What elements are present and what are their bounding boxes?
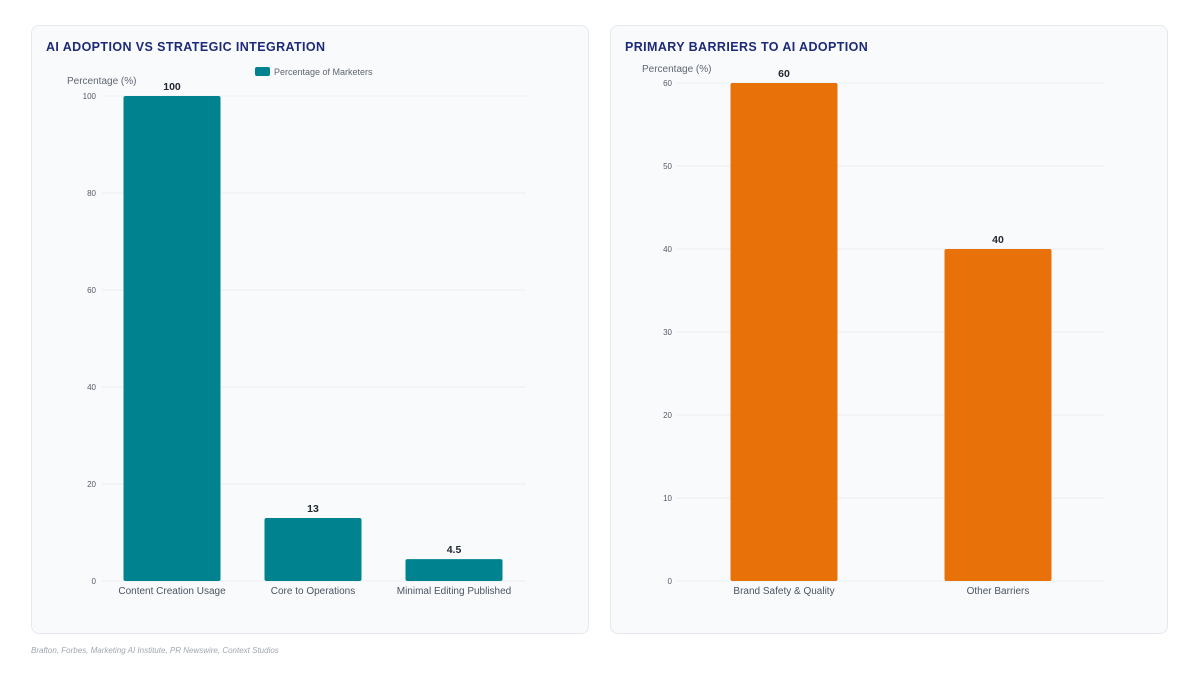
bar [405,559,503,581]
source-footer: Brafton, Forbes, Marketing AI Institute,… [31,646,279,655]
bar [264,517,362,581]
bar-value-label: 60 [778,68,790,80]
adoption-chart-card: AI ADOPTION VS STRATEGIC INTEGRATION 0 20… [31,25,589,634]
bar-value-label: 100 [163,81,181,93]
y-tick-label: 100 [83,92,97,101]
adoption-bar-chart: 0 20 40 60 80 100 Percentage (%) Percentage of … [67,67,526,597]
y-tick-label: 60 [87,286,96,295]
bar-value-label: 4.5 [447,544,462,556]
x-category-label: Core to Operations [271,586,356,597]
x-category-label: Content Creation Usage [118,586,226,597]
x-category-label: Brand Safety & Quality [733,586,834,597]
y-tick-label: 80 [87,189,96,198]
y-tick-label: 20 [87,480,96,489]
bar-value-label: 13 [307,503,319,515]
x-category-label: Other Barriers [967,586,1030,597]
bar [123,96,221,581]
bar [944,249,1052,581]
y-axis-title: Percentage (%) [642,64,711,75]
barriers-bar-chart: 0 10 20 30 40 50 60 Percentage (%) 60 Brand Safet… [642,64,1105,597]
x-category-label: Minimal Editing Published [397,586,512,597]
y-axis-title: Percentage (%) [67,76,136,87]
y-tick-label: 60 [663,79,672,88]
y-tick-label: 0 [668,577,673,586]
y-tick-label: 0 [92,577,97,586]
y-tick-label: 20 [663,411,672,420]
legend-label: Percentage of Marketers [274,67,373,77]
y-tick-label: 50 [663,162,672,171]
legend-swatch [255,67,270,76]
bar [730,83,838,581]
barriers-chart-title: PRIMARY BARRIERS TO AI ADOPTION [625,40,869,54]
adoption-chart-title: AI ADOPTION VS STRATEGIC INTEGRATION [46,40,326,54]
bar-value-label: 40 [992,234,1004,246]
y-tick-label: 10 [663,494,672,503]
barriers-chart-card: PRIMARY BARRIERS TO AI ADOPTION 0 10 20 30 4… [610,25,1168,634]
y-tick-label: 40 [663,245,672,254]
y-tick-label: 30 [663,328,672,337]
y-tick-label: 40 [87,383,96,392]
